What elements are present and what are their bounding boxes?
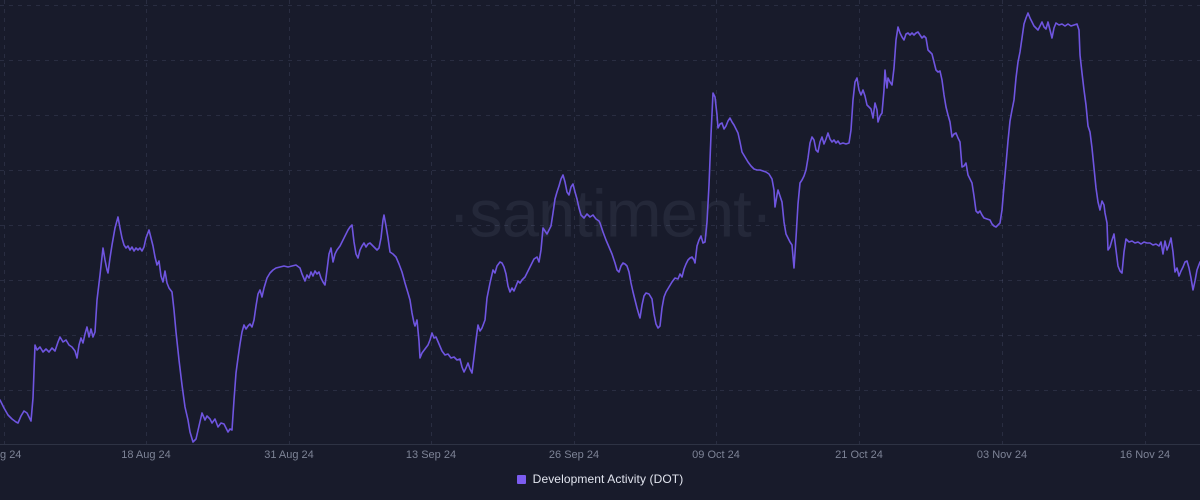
legend-label: Development Activity (DOT) (532, 472, 684, 486)
chart-legend: Development Activity (DOT) (0, 472, 1200, 486)
x-axis-tick-label: 16 Nov 24 (1119, 449, 1171, 461)
x-axis-tick-label: 18 Aug 24 (121, 449, 171, 461)
x-axis-tick-label: Aug 24 (0, 449, 22, 461)
x-axis-tick-label: 13 Sep 24 (405, 449, 457, 461)
x-axis-tick-label: 21 Oct 24 (835, 449, 883, 461)
x-axis-tick-label: 31 Aug 24 (264, 449, 314, 461)
legend-item-dev-activity[interactable]: Development Activity (DOT) (516, 472, 684, 486)
x-axis-tick-label: 26 Sep 24 (548, 449, 600, 461)
line-chart-svg[interactable] (0, 0, 1200, 445)
x-axis-tick-label: 03 Nov 24 (976, 449, 1028, 461)
legend-swatch-icon (516, 474, 526, 484)
santiment-watermark: ·santiment· (447, 176, 773, 252)
x-axis: Aug 24 18 Aug 24 31 Aug 24 13 Sep 24 26 Sep … (0, 445, 1200, 465)
dev-activity-series-line (0, 12, 1200, 443)
chart-plot-area[interactable]: ·santiment· (0, 0, 1200, 445)
gridlines (0, 0, 1200, 444)
x-axis-tick-label: 09 Oct 24 (692, 449, 740, 461)
